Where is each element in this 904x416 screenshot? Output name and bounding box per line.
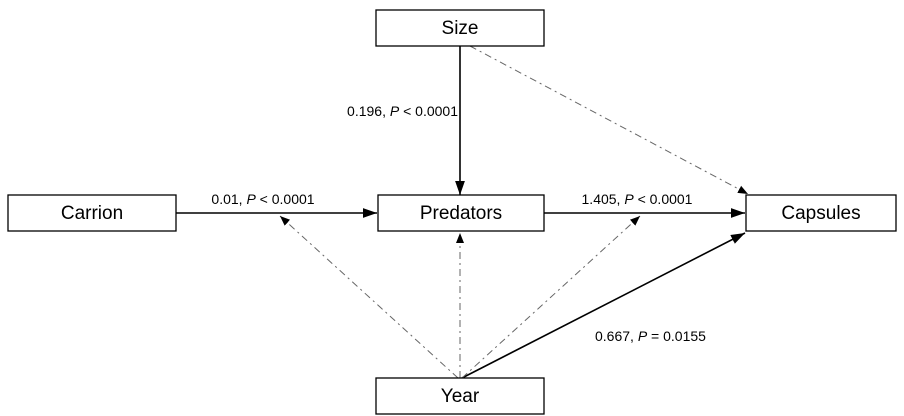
- edge-label: 1.405, P < 0.0001: [582, 191, 693, 207]
- node-box: [375, 377, 545, 415]
- p-value: = 0.0155: [647, 328, 706, 344]
- node-box: [7, 194, 177, 232]
- node-label: Size: [442, 18, 479, 39]
- p-value: < 0.0001: [634, 191, 693, 207]
- edge-year-predators-path: [461, 215, 641, 379]
- estimate: 0.196,: [347, 103, 390, 119]
- edge-year-capsules: [461, 232, 746, 379]
- p-symbol: P: [246, 191, 256, 207]
- estimate: 0.01,: [211, 191, 246, 207]
- edge-label: 0.196, P < 0.0001: [347, 103, 458, 119]
- edge-year-carrion-path: [279, 215, 459, 379]
- p-symbol: P: [638, 328, 648, 344]
- node: Predators: [377, 194, 545, 232]
- node-label: Year: [441, 386, 480, 407]
- node-box: [745, 194, 897, 232]
- estimate: 0.667,: [595, 328, 638, 344]
- estimate: 1.405,: [582, 191, 625, 207]
- node-label: Capsules: [781, 203, 860, 224]
- p-value: < 0.0001: [256, 191, 315, 207]
- node: Year: [375, 377, 545, 415]
- node: Size: [375, 9, 545, 47]
- node-box: [375, 9, 545, 47]
- p-symbol: P: [390, 103, 400, 119]
- edge-size-capsules: [469, 45, 749, 195]
- node: Capsules: [745, 194, 897, 232]
- node-label: Carrion: [61, 203, 123, 224]
- node: Carrion: [7, 194, 177, 232]
- edge-label: 0.667, P = 0.0155: [595, 328, 706, 344]
- node-label: Predators: [420, 203, 502, 224]
- node-box: [377, 194, 545, 232]
- p-symbol: P: [624, 191, 634, 207]
- edge-label: 0.01, P < 0.0001: [211, 191, 314, 207]
- p-value: < 0.0001: [399, 103, 458, 119]
